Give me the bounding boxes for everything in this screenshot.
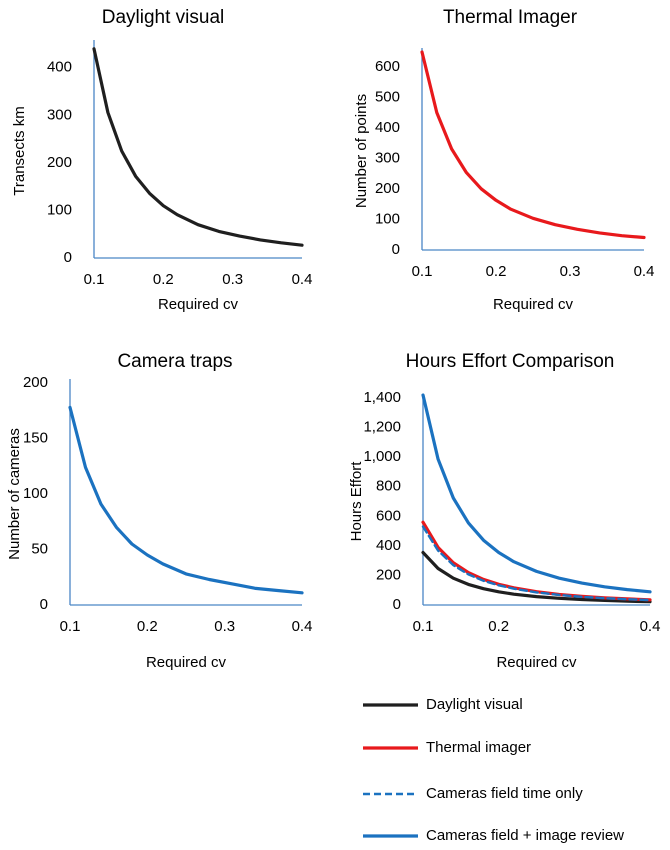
chart-2-y-tick-label: 400 [375, 119, 400, 136]
chart-2-y-axis-label: Number of points [353, 94, 370, 208]
legend-label-2: Thermal imager [426, 739, 531, 756]
chart-1-x-axis-label: Required cv [158, 296, 239, 313]
chart-2-y-tick-label: 0 [392, 241, 400, 258]
chart-3-y-tick-label: 150 [23, 429, 48, 446]
chart-4-y-tick-label: 1,200 [363, 419, 401, 436]
chart-3-y-tick-label: 0 [40, 596, 48, 613]
chart-1-y-tick-label: 300 [47, 106, 72, 123]
chart-4-x-tick-label: 0.2 [488, 618, 509, 635]
chart-4-x-tick-label: 0.3 [564, 618, 585, 635]
chart-1-y-tick-label: 100 [47, 201, 72, 218]
chart-3-x-tick-label: 0.3 [214, 618, 235, 635]
chart-1-y-axis-label: Transects km [11, 106, 28, 195]
chart-2-y-tick-label: 200 [375, 180, 400, 197]
legend-label-4: Cameras field + image review [426, 827, 624, 844]
chart-4-y-tick-label: 1,400 [363, 389, 401, 406]
legend-label-1: Daylight visual [426, 696, 523, 713]
chart-3-x-tick-label: 0.4 [292, 618, 313, 635]
chart-4-title: Hours Effort Comparison [406, 351, 615, 372]
chart-3-y-tick-label: 50 [31, 540, 48, 557]
chart-3-x-tick-label: 0.1 [60, 618, 81, 635]
chart-1-y-tick-label: 400 [47, 59, 72, 76]
chart-1-x-tick-label: 0.4 [292, 271, 313, 288]
legend-label-3: Cameras field time only [426, 785, 583, 802]
chart-4-y-tick-label: 1,000 [363, 448, 401, 465]
chart-4-y-axis-label: Hours Effort [348, 461, 365, 542]
chart-1-x-tick-label: 0.3 [222, 271, 243, 288]
chart-1-title: Daylight visual [102, 7, 225, 28]
chart-4-series-line-3 [421, 525, 652, 602]
chart-4-x-tick-label: 0.1 [413, 618, 434, 635]
chart-3-y-tick-label: 200 [23, 374, 48, 391]
chart-4-x-axis-label: Required cv [496, 654, 577, 671]
chart-1-y-tick-label: 0 [64, 249, 72, 266]
chart-2-x-tick-label: 0.4 [634, 263, 655, 280]
chart-1-series-line-1 [92, 47, 304, 247]
chart-2-x-axis-label: Required cv [493, 296, 574, 313]
chart-2-x-tick-label: 0.3 [560, 263, 581, 280]
chart-4-y-tick-label: 800 [376, 478, 401, 495]
chart-2-y-tick-label: 300 [375, 150, 400, 167]
chart-4-y-tick-label: 400 [376, 537, 401, 554]
chart-4-series-line-4 [421, 393, 652, 594]
chart-4-series-line-1 [421, 550, 652, 604]
chart-2-series-line-1 [420, 50, 646, 240]
chart-3-y-axis-label: Number of cameras [6, 428, 23, 560]
chart-2-x-tick-label: 0.2 [486, 263, 507, 280]
chart-1-x-tick-label: 0.2 [153, 271, 174, 288]
chart-1-x-tick-label: 0.1 [84, 271, 105, 288]
chart-3-x-tick-label: 0.2 [137, 618, 158, 635]
chart-2-y-tick-label: 600 [375, 58, 400, 75]
chart-4-y-tick-label: 600 [376, 507, 401, 524]
chart-3-title: Camera traps [117, 351, 232, 372]
chart-2-x-tick-label: 0.1 [412, 263, 433, 280]
chart-2-y-tick-label: 100 [375, 211, 400, 228]
chart-4-y-tick-label: 200 [376, 566, 401, 583]
chart-1-y-tick-label: 200 [47, 154, 72, 171]
chart-3-y-tick-label: 100 [23, 485, 48, 502]
chart-3-x-axis-label: Required cv [146, 654, 227, 671]
chart-4-x-tick-label: 0.4 [640, 618, 661, 635]
chart-2-y-tick-label: 500 [375, 89, 400, 106]
chart-3-series-line-1 [68, 405, 304, 595]
chart-4-y-tick-label: 0 [393, 596, 401, 613]
chart-2-title: Thermal Imager [443, 7, 578, 28]
